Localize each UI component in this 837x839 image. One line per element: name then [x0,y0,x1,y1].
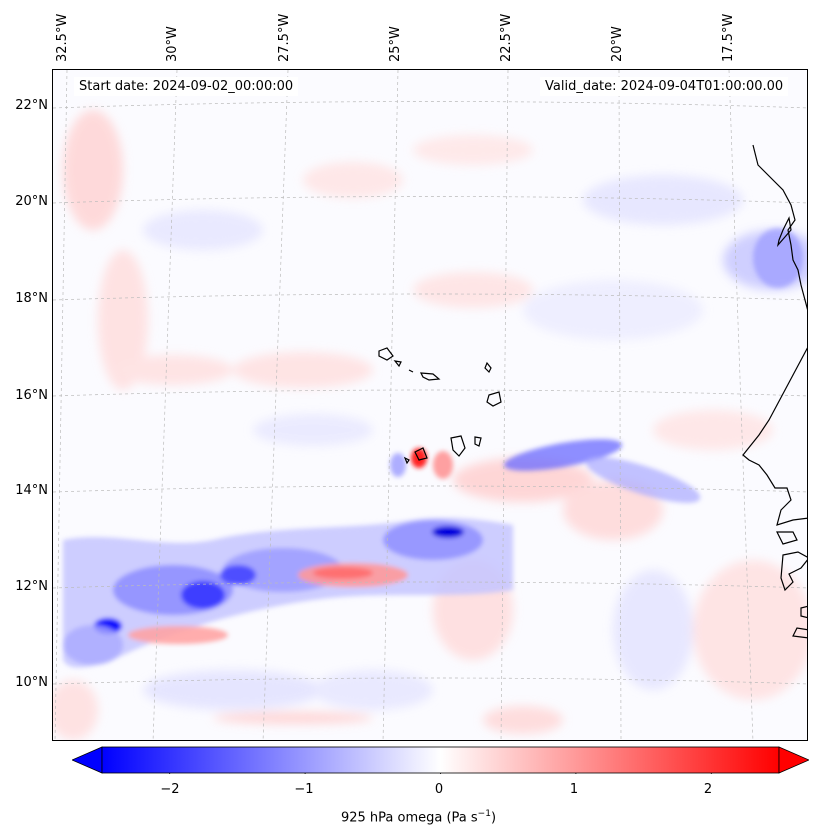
lat-label-14n: 14°N [15,483,48,498]
colorbar-label-end: ) [490,810,497,826]
colorbar-extend-max [778,746,809,774]
map-panel[interactable] [52,69,808,741]
lon-label-17-5w: 17.5°W [721,13,736,62]
colorbar-label: 925 hPa omega (Pa s−1) [0,809,837,825]
colorbar-body [101,746,780,774]
graticule [53,70,807,740]
colorbar [72,746,809,774]
lon-label-27-5w: 27.5°W [277,13,292,62]
colorbar-tick-label-neg1: −1 [294,782,314,797]
colorbar-label-exponent: −1 [477,809,491,819]
colorbar-tick-label-2: 2 [703,782,713,797]
colorbar-extend-min [72,746,103,774]
colorbar-label-main: 925 hPa omega (Pa s [340,810,478,826]
colorbar-tick-label-0: 0 [434,782,444,797]
lon-label-22-5w: 22.5°W [499,13,514,62]
colorbar-tick-label-neg2: −2 [160,782,180,797]
coastlines [378,144,807,639]
lat-label-12n: 12°N [15,579,48,594]
africa-coastline [752,144,807,310]
lat-label-22n: 22°N [15,98,48,113]
colorbar-tick-label-1: 1 [569,782,579,797]
lat-label-18n: 18°N [15,291,48,306]
omega-field-band [63,228,803,668]
start-date-label: Start date: 2024-09-02_00:00:00 [74,77,299,96]
lat-label-16n: 16°N [15,388,48,403]
lat-label-20n: 20°N [15,194,48,209]
lon-label-25w: 25°W [388,26,403,62]
cape-verde-islands [378,347,394,361]
lon-label-20w: 20°W [610,26,625,62]
lon-label-30w: 30°W [165,26,180,62]
omega-field-map [53,70,807,740]
lat-label-10n: 10°N [15,675,48,690]
valid-date-label: Valid_date: 2024-09-04T01:00:00.00 [540,77,789,96]
lon-label-32-5w: 32.5°W [55,13,70,62]
